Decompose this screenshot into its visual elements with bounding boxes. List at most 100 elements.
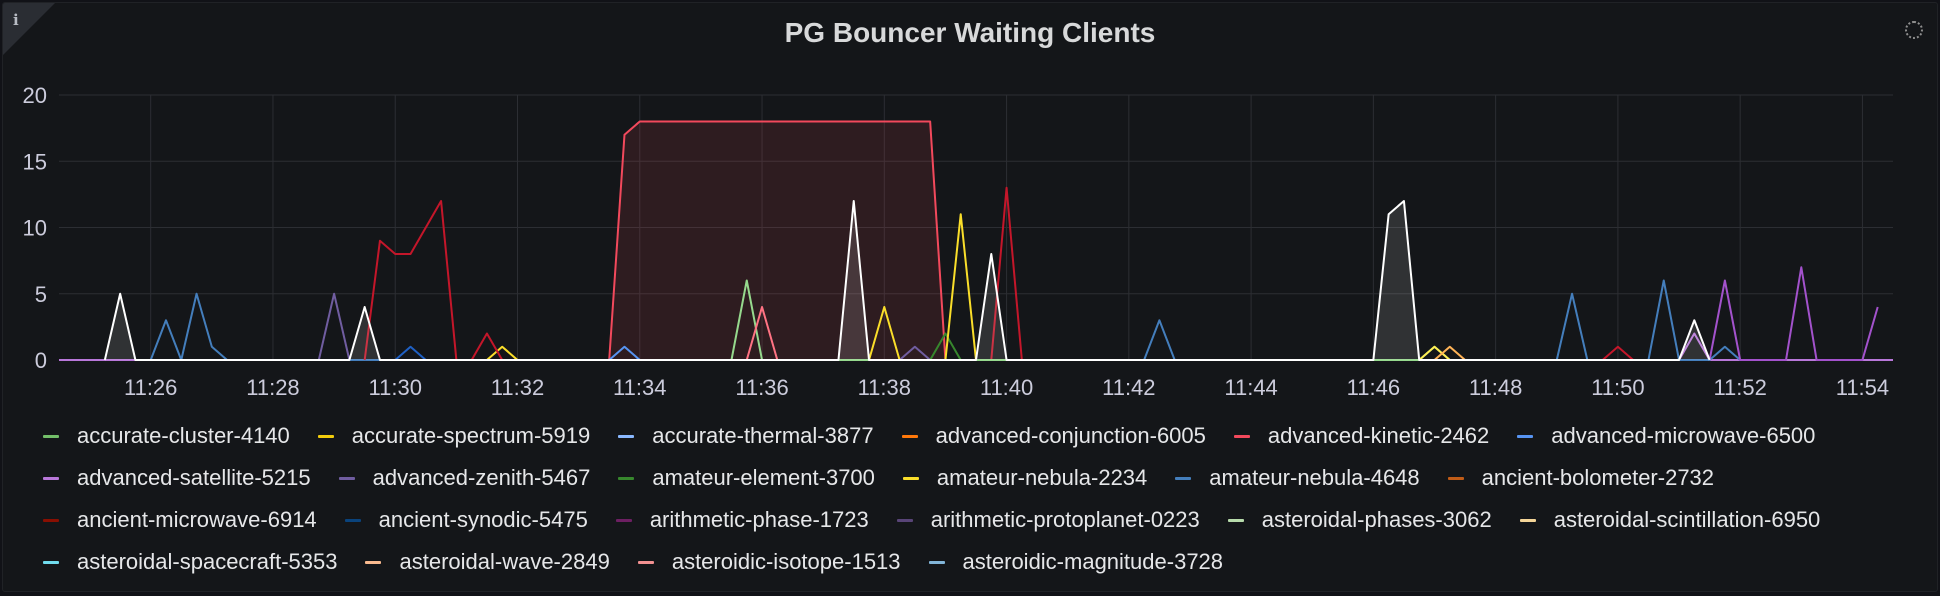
series-line-asteroidal-wave-2849[interactable] [1433,345,1466,361]
info-icon[interactable]: i [13,11,19,29]
y-tick-label: 15 [23,149,47,174]
x-tick-label: 11:50 [1591,375,1644,400]
legend-item[interactable]: ancient-bolometer-2732 [1447,463,1715,493]
x-tick-label: 11:42 [1102,375,1155,400]
legend-label: advanced-zenith-5467 [372,465,591,490]
series-line-advanced-microwave-6500[interactable] [608,345,641,361]
legend-label: arithmetic-protoplanet-0223 [930,507,1200,532]
x-tick-label: 11:30 [369,375,422,400]
legend-swatch-icon [896,518,913,522]
chart-series [59,120,1893,361]
chart-plot[interactable]: 0 5 10 15 20 11:26 11:28 11:30 11:32 11:34 11:36 11… [3,3,1938,413]
legend-item[interactable]: asteroidic-magnitude-3728 [928,547,1224,577]
series-line-amateur-element-3700[interactable] [929,332,962,361]
legend-item[interactable]: ancient-synodic-5475 [344,505,588,535]
legend-label: arithmetic-phase-1723 [649,507,869,532]
legend-item[interactable]: asteroidal-spacecraft-5353 [43,547,337,577]
legend-swatch-icon [637,560,654,564]
chart-grid [59,94,1893,361]
legend-swatch-icon [338,476,355,480]
x-tick-label: 11:52 [1713,375,1766,400]
series-line-advanced-kinetic-2462[interactable] [608,120,947,361]
legend-item[interactable]: asteroidal-phases-3062 [1227,505,1492,535]
series-line-arithmetic-phase-1723[interactable] [1708,266,1879,361]
legend-item[interactable]: amateur-element-3700 [618,463,875,493]
legend-swatch-icon [618,476,635,480]
legend-swatch-icon [901,434,918,438]
legend-label: advanced-kinetic-2462 [1267,423,1490,448]
legend-label: ancient-synodic-5475 [378,507,588,532]
y-tick-label: 10 [23,216,47,241]
legend-swatch-icon [1447,476,1464,480]
legend-item[interactable]: arithmetic-protoplanet-0223 [896,505,1200,535]
legend-item[interactable]: advanced-satellite-5215 [43,463,311,493]
x-tick-label: 11:32 [491,375,544,400]
y-tick-label: 0 [35,348,47,373]
legend-label: accurate-spectrum-5919 [351,423,591,448]
legend-swatch-icon [344,518,361,522]
y-tick-label: 20 [23,83,47,108]
legend-item[interactable]: asteroidal-wave-2849 [365,547,610,577]
legend-item[interactable]: accurate-thermal-3877 [618,421,874,451]
panel-info-corner[interactable] [3,3,55,55]
legend-label: asteroidic-magnitude-3728 [962,549,1224,574]
legend-label: asteroidal-spacecraft-5353 [77,549,338,574]
legend-label: asteroidal-scintillation-6950 [1553,507,1821,532]
legend-label: advanced-satellite-5215 [77,465,311,490]
legend-item[interactable]: asteroidic-isotope-1513 [637,547,901,577]
legend-item[interactable]: accurate-spectrum-5919 [317,421,591,451]
legend-label: asteroidal-phases-3062 [1261,507,1492,532]
legend-item[interactable]: advanced-zenith-5467 [338,463,591,493]
legend-label: asteroidal-wave-2849 [399,549,610,574]
legend-item[interactable]: ancient-microwave-6914 [43,505,317,535]
chart-legend: accurate-cluster-4140 accurate-spectrum-5… [43,421,1923,577]
series-area-advanced-kinetic-2462 [609,121,946,360]
series-line-asteroidic-isotope-1513[interactable] [745,306,779,361]
x-tick-label: 11:28 [246,375,299,400]
legend-item[interactable]: advanced-kinetic-2462 [1233,421,1490,451]
legend-item[interactable]: amateur-nebula-4648 [1175,463,1420,493]
legend-swatch-icon [43,560,59,564]
x-tick-label: 11:34 [613,375,666,400]
legend-label: amateur-nebula-2234 [936,465,1148,490]
legend-label: advanced-conjunction-6005 [935,423,1206,448]
loading-spinner-icon [1905,21,1923,39]
chart-axes: 0 5 10 15 20 11:26 11:28 11:30 11:32 11:34 11:36 11… [23,83,1890,400]
legend-item[interactable]: amateur-nebula-2234 [902,463,1148,493]
legend-item[interactable]: asteroidal-scintillation-6950 [1519,505,1821,535]
x-tick-label: 11:26 [124,375,177,400]
series-line-advanced-satellite-5215[interactable] [1678,332,1711,361]
y-tick-label: 5 [35,282,47,307]
legend-label: accurate-thermal-3877 [652,423,874,448]
legend-swatch-icon [1175,476,1192,480]
legend-swatch-icon [1517,434,1534,438]
legend-swatch-icon [365,560,382,564]
legend-swatch-icon [317,434,334,438]
x-tick-label: 11:36 [735,375,788,400]
legend-label: asteroidic-isotope-1513 [671,549,901,574]
x-tick-label: 11:44 [1224,375,1277,400]
legend-swatch-icon [618,434,635,438]
legend-label: ancient-bolometer-2732 [1481,465,1715,490]
legend-swatch-icon [1227,518,1244,522]
legend-label: amateur-element-3700 [652,465,875,490]
legend-swatch-icon [1519,518,1536,522]
legend-swatch-icon [928,560,945,564]
legend-item[interactable]: advanced-microwave-6500 [1517,421,1815,451]
legend-label: amateur-nebula-4648 [1209,465,1420,490]
series-line-amateur-nebula-2234[interactable] [486,213,977,361]
legend-item[interactable]: accurate-cluster-4140 [43,421,290,451]
legend-swatch-icon [902,476,919,480]
legend-label: ancient-microwave-6914 [77,507,317,532]
legend-label: advanced-microwave-6500 [1551,423,1816,448]
legend-item[interactable]: advanced-conjunction-6005 [901,421,1206,451]
series-line-asteroidic-magnitude-3728[interactable] [103,200,1711,361]
x-tick-label: 11:38 [858,375,911,400]
x-tick-label: 11:46 [1347,375,1400,400]
legend-item[interactable]: arithmetic-phase-1723 [615,505,869,535]
series-line-ancient-synodic-5475[interactable] [394,345,427,361]
series-line-asteroidal-scintillation-6950[interactable] [1418,345,1451,361]
series-area-asteroidic-magnitude-3728 [104,201,1710,360]
legend-label: accurate-cluster-4140 [77,423,290,448]
